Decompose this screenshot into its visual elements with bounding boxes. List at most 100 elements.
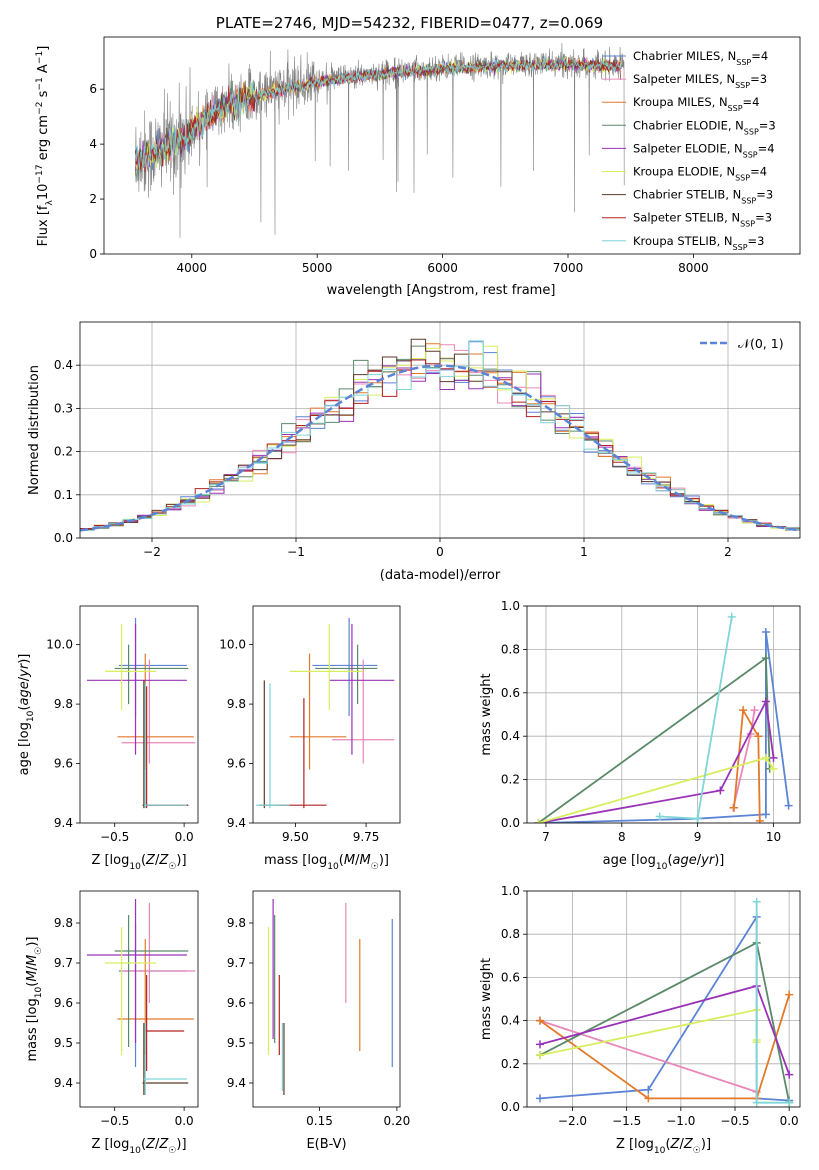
chart-title: PLATE=2746, MJD=54232, FIBERID=0477, z=0… [216, 14, 603, 32]
x-tick-label: −2 [143, 545, 161, 559]
y-tick-label: 0.0 [501, 1100, 520, 1114]
x-tick-label: 10 [766, 830, 781, 844]
panel-5: 7 8 9 10 0.0 0.2 0.4 0.6 0.8 1.0 age [log10(age/yr… [479, 599, 801, 872]
x-tick-label: 2 [724, 545, 732, 559]
y-tick-label: 9.4 [227, 1076, 246, 1090]
y-tick-label: 0.2 [501, 1057, 520, 1071]
weight-marker [785, 990, 794, 999]
axes: 4000 5000 6000 7000 8000 0 2 4 6 wavelength [Angs… [35, 36, 801, 298]
weight-line [539, 941, 791, 1103]
plot-area [135, 43, 625, 238]
weight-line [538, 698, 775, 823]
panel-1: 4000 5000 6000 7000 8000 0 2 4 6 wavelength [Angs… [35, 36, 801, 298]
y-tick-label: 0.8 [501, 927, 520, 941]
x-tick-label: 0.15 [306, 1114, 333, 1128]
x-tick-label: 7000 [553, 261, 584, 275]
weight-marker [754, 732, 763, 741]
weight-marker [784, 801, 793, 810]
weight-line [755, 901, 790, 1104]
x-tick-label: 6000 [427, 261, 458, 275]
x-axis-label: E(B-V) [306, 1137, 346, 1152]
legend: Chabrier MILES, NSSP=4 Salpeter MILES, NS… [602, 49, 776, 251]
y-tick-label: 0 [89, 247, 97, 261]
y-tick-label: 0.1 [54, 488, 73, 502]
weight-marker [785, 1098, 794, 1107]
weight-marker [752, 1098, 761, 1107]
legend-label: Salpeter MILES, NSSP=3 [633, 72, 767, 90]
plot-area [267, 899, 393, 1095]
axes: 0.15 0.20 9.4 9.5 9.6 9.7 9.8 E(B-V) [227, 890, 411, 1152]
y-tick-label: 9.8 [227, 916, 246, 930]
x-tick-label: 0.0 [175, 830, 194, 844]
weight-marker [752, 897, 761, 906]
y-tick-label: 0.4 [54, 358, 73, 372]
y-axis-label: Normed distribution [27, 365, 42, 495]
axes: −2 −1 0 1 2 0.0 0.1 0.2 0.3 0.4 (data-model)/error… [27, 321, 801, 583]
x-tick-label: −0.5 [100, 830, 129, 844]
weight-marker [655, 812, 664, 821]
x-axis-label: age [log10(age/yr)] [603, 853, 725, 872]
y-tick-label: 9.8 [227, 697, 246, 711]
weight-marker [716, 786, 725, 795]
y-tick-label: 9.7 [227, 956, 246, 970]
weight-marker [644, 1094, 653, 1103]
x-tick-label: −0.5 [720, 1114, 749, 1128]
y-tick-label: 0.0 [54, 531, 73, 545]
x-axis-label: Z [log10(Z/Z☉)] [91, 1137, 186, 1156]
plot-area [80, 338, 800, 532]
y-tick-label: 9.4 [54, 1076, 73, 1090]
x-tick-label: 9.50 [282, 830, 309, 844]
y-tick-label: 1.0 [501, 599, 520, 613]
y-axis-label: Flux [fλ10−17 erg cm−2 s−1 A−1] [35, 46, 55, 247]
y-tick-label: 10.0 [219, 638, 246, 652]
y-tick-label: 9.6 [54, 757, 73, 771]
weight-marker [534, 819, 543, 823]
legend-label: Chabrier ELODIE, NSSP=3 [633, 118, 776, 136]
y-tick-label: 9.5 [227, 1036, 246, 1050]
x-tick-label: 1 [580, 545, 588, 559]
y-tick-label: 9.8 [54, 697, 73, 711]
y-tick-label: 0.6 [501, 686, 520, 700]
weight-marker [761, 753, 770, 762]
y-tick-label: 4 [89, 137, 97, 151]
x-tick-label: 8 [618, 830, 626, 844]
y-tick-label: 9.5 [54, 1036, 73, 1050]
x-tick-label: −1 [287, 545, 305, 559]
y-tick-label: 0.2 [501, 773, 520, 787]
axes: −2.0 −1.5 −1.0 −0.5 0.0 0.0 0.2 0.4 0.6 0.8 1.0 Z [… [479, 884, 801, 1156]
y-tick-label: 9.6 [54, 996, 73, 1010]
weight-marker [536, 1016, 544, 1025]
weight-marker [727, 612, 736, 621]
axes: −0.5 0.0 9.4 9.5 9.6 9.7 9.8 Z [log10(Z/Z☉)] mas… [25, 890, 199, 1156]
panel-6: −0.5 0.0 9.4 9.5 9.6 9.7 9.8 Z [log10(Z/Z☉)] mas… [25, 890, 199, 1156]
legend-label: Chabrier MILES, NSSP=4 [633, 49, 768, 67]
weight-marker [761, 697, 770, 706]
x-tick-label: 0.0 [780, 1114, 799, 1128]
panel-7: 0.15 0.20 9.4 9.5 9.6 9.7 9.8 E(B-V) [227, 890, 411, 1152]
x-tick-label: 0 [436, 545, 444, 559]
axes-frame [526, 890, 801, 1108]
weight-line [539, 1019, 757, 1093]
x-axis-label: mass [log10(M/M☉)] [264, 853, 389, 872]
x-axis-label: (data-model)/error [380, 568, 501, 583]
y-tick-label: 6 [89, 82, 97, 96]
axes: 7 8 9 10 0.0 0.2 0.4 0.6 0.8 1.0 age [log10(age/yr… [479, 599, 801, 872]
weight-marker [536, 1051, 544, 1060]
x-axis-label: Z [log10(Z/Z☉)] [616, 1137, 711, 1156]
plot-area [536, 897, 794, 1107]
y-tick-label: 0.8 [501, 642, 520, 656]
legend-label: Salpeter STELIB, NSSP=3 [633, 211, 772, 229]
axes-frame [252, 890, 401, 1108]
y-tick-label: 10.0 [46, 638, 73, 652]
x-tick-label: −0.5 [100, 1114, 129, 1128]
x-tick-label: 0.20 [384, 1114, 411, 1128]
plot-area [534, 612, 793, 823]
y-axis-label: mass [log10(M/M☉)] [25, 937, 44, 1062]
panel-2: −2 −1 0 1 2 0.0 0.1 0.2 0.3 0.4 (data-model)/error… [27, 321, 801, 583]
model-spectrum [135, 56, 622, 169]
y-tick-label: 1.0 [501, 884, 520, 898]
axes: −0.5 0.0 9.4 9.6 9.8 10.0 Z [log10(Z/Z☉)] age [… [17, 605, 199, 872]
weight-line [733, 707, 761, 821]
legend-label: Kroupa MILES, NSSP=4 [633, 95, 759, 113]
axes-frame [252, 605, 401, 824]
